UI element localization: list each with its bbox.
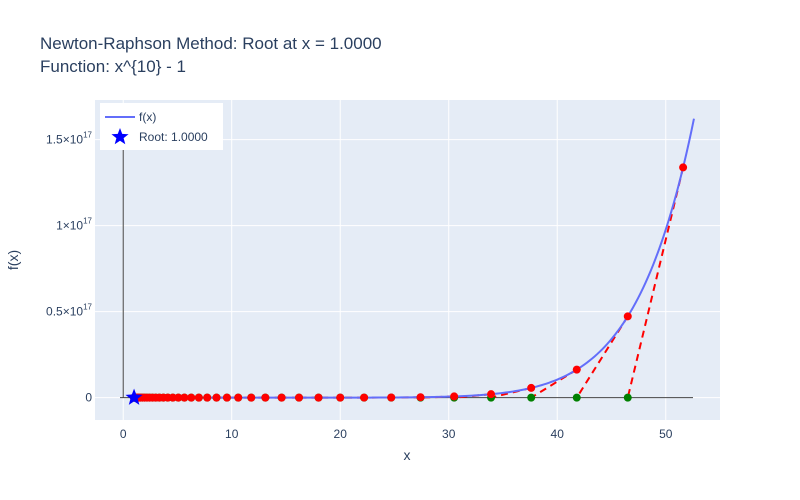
y-tick-label: 1.5×1017 [46, 131, 92, 147]
tick-layer: 0 10 20 30 40 50 0 0.5×1017 1×1017 1.5×1017 [46, 131, 673, 441]
iteration-point [222, 393, 231, 402]
x-tick-label: 40 [551, 427, 565, 441]
star-icon [111, 128, 129, 145]
x-tick-label: 0 [120, 427, 127, 441]
iteration-point [261, 393, 270, 402]
iteration-point [194, 393, 203, 402]
legend-item-root[interactable]: Root: 1.0000 [100, 127, 223, 147]
legend-line-swatch [105, 116, 135, 118]
legend-label-root: Root: 1.0000 [139, 130, 208, 144]
iteration-point [527, 383, 536, 392]
iteration-point [203, 393, 212, 402]
iteration-point [234, 393, 243, 402]
root-marker-star [125, 388, 143, 405]
y-tick-label: 0 [85, 391, 92, 405]
iteration-point [336, 393, 345, 402]
legend: f(x) Root: 1.0000 [100, 103, 223, 150]
next-estimate-point [572, 393, 581, 402]
iteration-point [187, 393, 196, 402]
legend-label-function: f(x) [139, 110, 157, 124]
next-estimate-point [623, 393, 632, 402]
iteration-point [174, 393, 183, 402]
y-tick-label: 0.5×1017 [46, 303, 92, 319]
chart-subtitle: Function: x^{10} - 1 [40, 57, 186, 76]
iteration-point [360, 393, 369, 402]
x-tick-label: 20 [334, 427, 348, 441]
x-tick-label: 30 [442, 427, 456, 441]
iteration-point [277, 393, 286, 402]
iteration-point [314, 393, 323, 402]
iteration-point [180, 393, 189, 402]
chart-title: Newton-Raphson Method: Root at x = 1.000… [40, 34, 382, 53]
iteration-point [416, 393, 425, 402]
y-axis-label: f(x) [5, 250, 21, 270]
x-axis-label: x [404, 447, 411, 463]
y-tick-label: 1×1017 [56, 217, 92, 233]
iteration-point [387, 393, 396, 402]
iteration-point [487, 390, 496, 399]
iteration-point [679, 163, 688, 172]
iteration-point [572, 365, 581, 374]
iteration-point [212, 393, 221, 402]
iteration-point [623, 312, 632, 321]
next-estimate-point [527, 393, 536, 402]
x-tick-label: 50 [659, 427, 673, 441]
iteration-point [450, 392, 459, 401]
grid-layer [95, 100, 720, 420]
x-tick-label: 10 [225, 427, 239, 441]
tangent-line [530, 368, 578, 399]
point-layer [125, 163, 688, 405]
iteration-point [294, 393, 303, 402]
plot-background [95, 100, 720, 420]
legend-item-function[interactable]: f(x) [100, 107, 223, 127]
iteration-point [247, 393, 256, 402]
